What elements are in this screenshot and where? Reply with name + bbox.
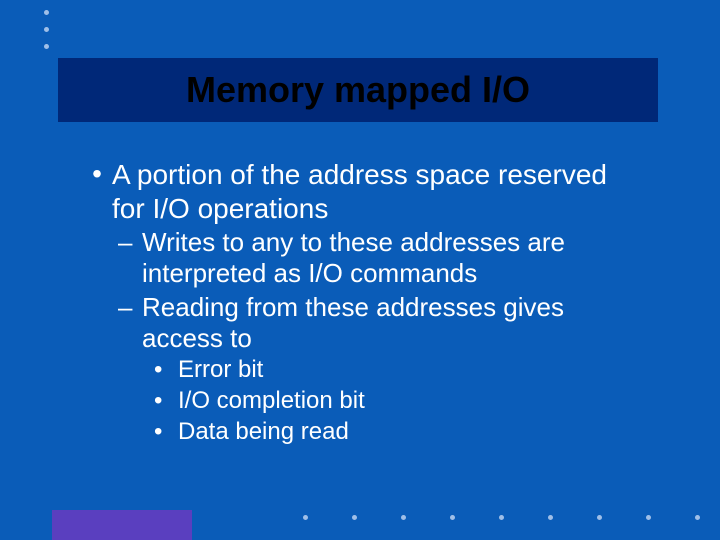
deco-dot [44, 27, 49, 32]
bullet-text: Error bit [178, 356, 638, 385]
deco-dot [499, 515, 504, 520]
bullet-level1: •A portion of the address space reserved… [82, 158, 638, 225]
bullet-text: I/O completion bit [178, 387, 638, 416]
deco-dot [44, 44, 49, 49]
deco-dot [695, 515, 700, 520]
bullet-text: Data being read [178, 418, 638, 447]
slide: Memory mapped I/O •A portion of the addr… [0, 0, 720, 540]
dot-marker: • [154, 387, 178, 416]
decoration-dots-top-left [44, 10, 49, 61]
footer-block [52, 510, 192, 540]
bullet-marker: • [82, 158, 112, 225]
bullet-level2: –Reading from these addresses gives acce… [118, 292, 638, 354]
deco-dot [44, 10, 49, 15]
deco-dot [352, 515, 357, 520]
deco-dot [303, 515, 308, 520]
dash-marker: – [118, 292, 142, 354]
title-bar: Memory mapped I/O [58, 58, 658, 122]
bullet-level3: •Data being read [154, 418, 638, 447]
dash-marker: – [118, 227, 142, 289]
bullet-text: Reading from these addresses gives acces… [142, 292, 638, 354]
deco-dot [597, 515, 602, 520]
deco-dot [548, 515, 553, 520]
slide-title: Memory mapped I/O [186, 69, 530, 111]
bullet-text: Writes to any to these addresses are int… [142, 227, 638, 289]
bullet-level3: •I/O completion bit [154, 387, 638, 416]
slide-body: •A portion of the address space reserved… [82, 158, 638, 448]
bullet-level2: –Writes to any to these addresses are in… [118, 227, 638, 289]
dot-marker: • [154, 356, 178, 385]
dot-marker: • [154, 418, 178, 447]
deco-dot [450, 515, 455, 520]
bullet-text: A portion of the address space reserved … [112, 158, 638, 225]
bullet-level3: •Error bit [154, 356, 638, 385]
deco-dot [646, 515, 651, 520]
decoration-dots-bottom-right [303, 515, 700, 520]
deco-dot [401, 515, 406, 520]
